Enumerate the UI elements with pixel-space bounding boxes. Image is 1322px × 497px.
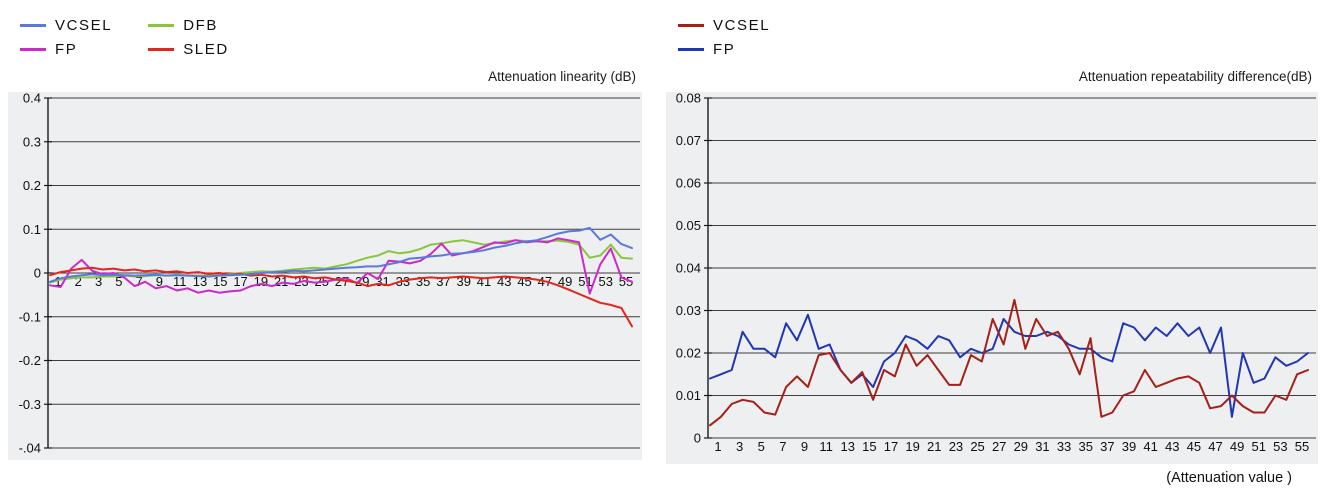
svg-text:45: 45 bbox=[1187, 439, 1201, 454]
svg-text:13: 13 bbox=[193, 274, 207, 289]
svg-text:0.06: 0.06 bbox=[676, 176, 701, 191]
svg-text:55: 55 bbox=[1295, 439, 1309, 454]
svg-text:13: 13 bbox=[841, 439, 855, 454]
svg-text:33: 33 bbox=[1057, 439, 1071, 454]
svg-text:51: 51 bbox=[1252, 439, 1266, 454]
legend-item-fp: FP bbox=[20, 42, 112, 57]
svg-text:0.08: 0.08 bbox=[676, 92, 701, 106]
svg-text:29: 29 bbox=[1014, 439, 1028, 454]
svg-text:0.05: 0.05 bbox=[676, 218, 701, 233]
svg-text:0.01: 0.01 bbox=[676, 388, 701, 403]
svg-text:27: 27 bbox=[992, 439, 1006, 454]
svg-text:1: 1 bbox=[714, 439, 721, 454]
svg-text:5: 5 bbox=[758, 439, 765, 454]
line-swatch-icon bbox=[678, 48, 704, 51]
svg-text:35: 35 bbox=[416, 274, 430, 289]
svg-text:0: 0 bbox=[694, 431, 701, 446]
legend-item-vcsel: VCSEL bbox=[20, 18, 112, 33]
linearity-legend: VCSEL DFB FP SLED bbox=[20, 18, 229, 57]
svg-text:0.1: 0.1 bbox=[23, 222, 41, 237]
svg-text:1: 1 bbox=[54, 274, 61, 289]
svg-text:49: 49 bbox=[1230, 439, 1244, 454]
linearity-chart-title: Attenuation linearity (dB) bbox=[488, 69, 636, 84]
svg-text:2: 2 bbox=[75, 274, 82, 289]
svg-text:0: 0 bbox=[34, 266, 41, 281]
legend-item-vcsel: VCSEL bbox=[678, 18, 770, 33]
svg-text:5: 5 bbox=[115, 274, 122, 289]
svg-text:-0.2: -0.2 bbox=[19, 353, 41, 368]
svg-text:0.03: 0.03 bbox=[676, 303, 701, 318]
svg-text:15: 15 bbox=[862, 439, 876, 454]
svg-text:51: 51 bbox=[578, 274, 592, 289]
repeatability-chart-panel: VCSEL FP Attenuation repeatability diffe… bbox=[666, 8, 1318, 486]
svg-text:31: 31 bbox=[1035, 439, 1049, 454]
legend-label: VCSEL bbox=[713, 17, 771, 34]
legend-label: FP bbox=[713, 41, 736, 58]
svg-text:11: 11 bbox=[819, 439, 833, 454]
svg-text:45: 45 bbox=[517, 274, 531, 289]
svg-text:11: 11 bbox=[173, 274, 187, 289]
repeatability-chart-header: VCSEL FP Attenuation repeatability diffe… bbox=[666, 8, 1318, 92]
svg-text:49: 49 bbox=[558, 274, 572, 289]
line-swatch-icon bbox=[678, 24, 704, 27]
legend-item-dfb: DFB bbox=[148, 18, 229, 33]
svg-text:0.04: 0.04 bbox=[676, 261, 701, 276]
legend-item-fp: FP bbox=[678, 42, 770, 57]
svg-text:9: 9 bbox=[156, 274, 163, 289]
svg-text:15: 15 bbox=[213, 274, 227, 289]
repeatability-legend: VCSEL FP bbox=[678, 18, 770, 57]
svg-text:3: 3 bbox=[95, 274, 102, 289]
legend-label: FP bbox=[55, 41, 78, 58]
svg-text:0.4: 0.4 bbox=[23, 92, 41, 106]
svg-text:25: 25 bbox=[970, 439, 984, 454]
svg-text:7: 7 bbox=[779, 439, 786, 454]
svg-text:31: 31 bbox=[375, 274, 389, 289]
line-swatch-icon bbox=[20, 24, 46, 27]
svg-text:9: 9 bbox=[801, 439, 808, 454]
legend-label: SLED bbox=[183, 41, 229, 58]
legend-item-sled: SLED bbox=[148, 42, 229, 57]
svg-text:17: 17 bbox=[884, 439, 898, 454]
linearity-chart-header: VCSEL DFB FP SLED Attenuation linearity … bbox=[8, 8, 642, 92]
svg-text:43: 43 bbox=[1165, 439, 1179, 454]
linearity-chart-panel: VCSEL DFB FP SLED Attenuation linearity … bbox=[8, 8, 642, 460]
svg-text:37: 37 bbox=[436, 274, 450, 289]
line-swatch-icon bbox=[148, 48, 175, 51]
svg-text:0.2: 0.2 bbox=[23, 178, 41, 193]
svg-text:35: 35 bbox=[1078, 439, 1092, 454]
svg-text:41: 41 bbox=[1143, 439, 1157, 454]
svg-text:3: 3 bbox=[736, 439, 743, 454]
legend-label: DFB bbox=[183, 17, 219, 34]
svg-text:53: 53 bbox=[1273, 439, 1287, 454]
legend-label: VCSEL bbox=[55, 17, 113, 34]
svg-text:0.3: 0.3 bbox=[23, 134, 41, 149]
svg-text:7: 7 bbox=[136, 274, 143, 289]
svg-text:37: 37 bbox=[1100, 439, 1114, 454]
repeatability-chart-title: Attenuation repeatability difference(dB) bbox=[1078, 69, 1312, 84]
line-swatch-icon bbox=[148, 24, 175, 27]
x-axis-caption: (Attenuation value ) bbox=[1166, 470, 1292, 486]
svg-text:17: 17 bbox=[233, 274, 247, 289]
svg-text:23: 23 bbox=[949, 439, 963, 454]
svg-text:-0.1: -0.1 bbox=[19, 309, 41, 324]
svg-text:19: 19 bbox=[905, 439, 919, 454]
svg-text:0.07: 0.07 bbox=[676, 133, 701, 148]
svg-text:41: 41 bbox=[477, 274, 491, 289]
svg-text:-0.3: -0.3 bbox=[19, 397, 41, 412]
linearity-chart: 0.40.30.20.10-0.1-0.2-0.3-.041 2 3 5 7 9 11 13 1… bbox=[8, 92, 642, 460]
svg-text:53: 53 bbox=[598, 274, 612, 289]
line-swatch-icon bbox=[20, 48, 46, 51]
svg-text:0.02: 0.02 bbox=[676, 346, 701, 361]
svg-text:21: 21 bbox=[927, 439, 941, 454]
svg-text:39: 39 bbox=[1122, 439, 1136, 454]
svg-text:47: 47 bbox=[1208, 439, 1222, 454]
svg-text:-.04: -.04 bbox=[19, 441, 41, 456]
